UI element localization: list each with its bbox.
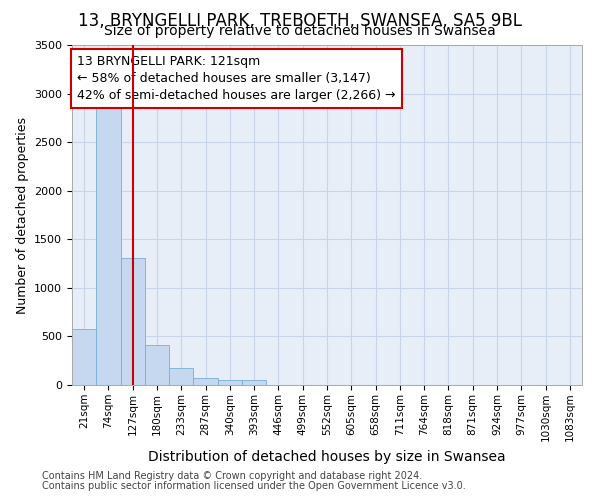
Text: 13 BRYNGELLI PARK: 121sqm
← 58% of detached houses are smaller (3,147)
42% of se: 13 BRYNGELLI PARK: 121sqm ← 58% of detac… [77,55,395,102]
Text: Contains public sector information licensed under the Open Government Licence v3: Contains public sector information licen… [42,481,466,491]
Text: 13, BRYNGELLI PARK, TREBOETH, SWANSEA, SA5 9BL: 13, BRYNGELLI PARK, TREBOETH, SWANSEA, S… [78,12,522,30]
Bar [96,104,121,385]
Bar [218,380,242,385]
Bar [145,344,169,385]
Bar [193,378,218,385]
Y-axis label: Number of detached properties: Number of detached properties [16,116,29,314]
Bar [242,380,266,385]
X-axis label: Distribution of detached houses by size in Swansea: Distribution of detached houses by size … [148,450,506,464]
Bar [121,258,145,385]
Bar [169,368,193,385]
Text: Contains HM Land Registry data © Crown copyright and database right 2024.: Contains HM Land Registry data © Crown c… [42,471,422,481]
Bar [72,328,96,385]
Text: Size of property relative to detached houses in Swansea: Size of property relative to detached ho… [104,24,496,38]
